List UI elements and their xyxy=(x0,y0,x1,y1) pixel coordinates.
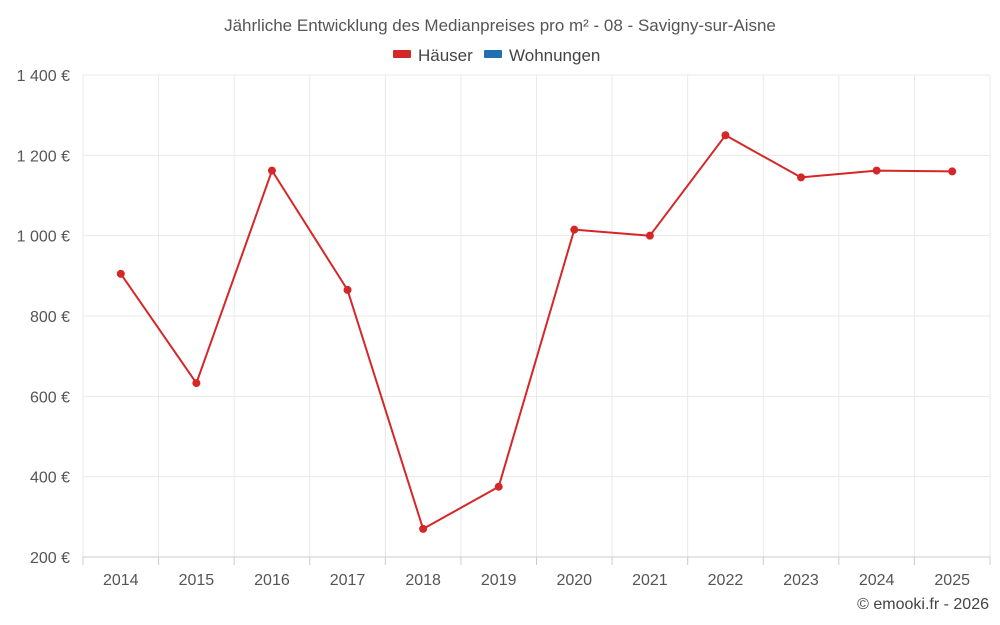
legend[interactable]: Häuser Wohnungen xyxy=(393,46,600,65)
data-point[interactable] xyxy=(948,167,957,176)
x-tick-label: 2021 xyxy=(632,572,668,589)
x-axis: 2014 2015 2016 2017 2018 2019 2020 2021 2022 2023… xyxy=(82,556,991,589)
data-point[interactable] xyxy=(267,166,276,175)
chart-title: Jährliche Entwicklung des Medianpreises … xyxy=(224,16,776,35)
grid-lines xyxy=(82,74,991,557)
data-point[interactable] xyxy=(872,166,881,175)
series-haeuser xyxy=(116,131,957,533)
x-tick-label: 2022 xyxy=(708,572,744,589)
data-point[interactable] xyxy=(645,231,654,240)
x-tick-label: 2016 xyxy=(254,572,290,589)
x-tick-label: 2014 xyxy=(103,572,139,589)
data-point[interactable] xyxy=(419,524,428,533)
y-tick-label: 600 € xyxy=(30,389,70,406)
x-tick-label: 2025 xyxy=(934,572,970,589)
data-point[interactable] xyxy=(797,173,806,182)
legend-item-wohnungen[interactable]: Wohnungen xyxy=(484,46,600,65)
x-tick-label: 2017 xyxy=(330,572,366,589)
legend-swatch-haeuser xyxy=(393,50,411,58)
y-tick-label: 200 € xyxy=(30,550,70,567)
legend-item-haeuser[interactable]: Häuser xyxy=(393,46,473,65)
x-tick-label: 2020 xyxy=(556,572,592,589)
legend-label-wohnungen: Wohnungen xyxy=(509,46,600,65)
data-point[interactable] xyxy=(721,131,730,140)
data-point[interactable] xyxy=(570,225,579,234)
x-tick-label: 2015 xyxy=(179,572,215,589)
data-point[interactable] xyxy=(343,285,352,294)
y-tick-label: 400 € xyxy=(30,470,70,487)
x-tick-label: 2019 xyxy=(481,572,517,589)
y-tick-label: 1 200 € xyxy=(17,148,70,165)
legend-label-haeuser: Häuser xyxy=(418,46,473,65)
legend-swatch-wohnungen xyxy=(484,50,502,58)
data-point[interactable] xyxy=(494,482,503,491)
series-line xyxy=(119,134,953,530)
y-tick-label: 1 400 € xyxy=(17,68,70,85)
x-tick-label: 2023 xyxy=(783,572,819,589)
y-axis: 200 € 400 € 600 € 800 € 1 000 € 1 200 € 1 400 … xyxy=(17,68,70,567)
data-point[interactable] xyxy=(116,269,125,278)
copyright-credit: © emooki.fr - 2026 xyxy=(857,596,989,613)
y-tick-label: 1 000 € xyxy=(17,229,70,246)
x-tick-label: 2018 xyxy=(405,572,441,589)
x-tick-label: 2024 xyxy=(859,572,895,589)
y-tick-label: 800 € xyxy=(30,309,70,326)
data-point[interactable] xyxy=(192,379,201,388)
